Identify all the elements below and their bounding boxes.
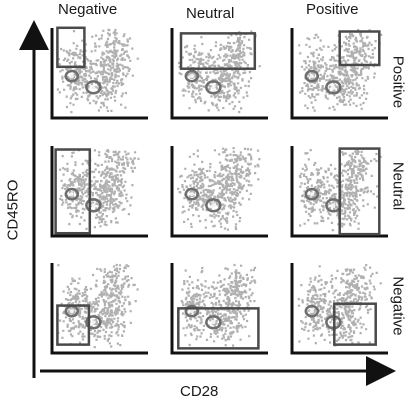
- row-label-negative: Negative: [389, 276, 407, 336]
- density-center: [91, 320, 96, 325]
- panel-axes: [50, 28, 148, 120]
- density-core: [85, 198, 102, 213]
- density-center: [211, 85, 216, 90]
- event-dots: [177, 147, 261, 231]
- density-center: [69, 309, 74, 314]
- density-center: [211, 203, 216, 208]
- event-dots: [297, 264, 382, 347]
- panel-r0-c1: [170, 28, 268, 120]
- column-header-negative: Negative: [58, 1, 118, 18]
- panel-axes: [170, 146, 268, 238]
- panel-r2-c2: [290, 263, 388, 355]
- panel-r1-c2: [290, 146, 388, 238]
- density-core: [184, 69, 200, 83]
- panel-axes: [50, 263, 148, 355]
- event-dots: [177, 263, 257, 347]
- density-center: [189, 74, 194, 79]
- row-label-neutral: Neutral: [389, 161, 407, 211]
- event-dots: [56, 263, 139, 349]
- density-center: [331, 203, 336, 208]
- gate-rectangle: [56, 304, 91, 346]
- density-core: [205, 80, 222, 95]
- density-core: [85, 315, 102, 330]
- panel-r2-c1: [170, 263, 268, 355]
- panel-axes: [290, 146, 388, 238]
- density-core: [304, 187, 320, 201]
- density-core: [325, 80, 342, 95]
- event-dots: [59, 149, 140, 230]
- gate-rectangle: [54, 148, 92, 235]
- density-center: [69, 74, 74, 79]
- density-core: [304, 69, 320, 83]
- density-center: [331, 85, 336, 90]
- panel-axes: [290, 263, 388, 355]
- density-center: [211, 320, 216, 325]
- density-core: [64, 69, 80, 83]
- density-core: [304, 304, 320, 318]
- panel-r0-c0: [50, 26, 148, 120]
- panel-axes: [170, 263, 268, 355]
- gate-rectangle: [56, 26, 86, 69]
- density-core: [184, 304, 200, 318]
- event-dots: [177, 30, 261, 114]
- panel-axes: [170, 28, 268, 120]
- y-axis-label: CD45RO: [4, 179, 22, 241]
- density-center: [189, 309, 194, 314]
- x-axis-label: CD28: [180, 383, 219, 400]
- density-center: [309, 74, 314, 79]
- density-center: [91, 203, 96, 208]
- panel-axes: [290, 28, 388, 120]
- density-core: [85, 80, 102, 95]
- column-header-neutral: Neutral: [186, 5, 235, 22]
- event-dots: [298, 28, 383, 112]
- column-header-positive: Positive: [306, 1, 359, 18]
- density-center: [189, 192, 194, 197]
- gate-rectangle: [338, 30, 381, 67]
- panel-r1-c0: [50, 146, 148, 238]
- density-center: [309, 309, 314, 314]
- density-center: [69, 192, 74, 197]
- panel-axes: [50, 146, 148, 238]
- event-dots: [56, 28, 139, 114]
- panel-r0-c2: [290, 28, 388, 120]
- density-core: [64, 187, 80, 201]
- row-label-positive: Positive: [389, 55, 407, 109]
- density-core: [205, 198, 222, 213]
- density-core: [184, 187, 200, 201]
- panel-r2-c0: [50, 263, 148, 355]
- gate-rectangle: [338, 147, 381, 236]
- density-core: [205, 315, 222, 330]
- gate-rectangle: [179, 32, 257, 70]
- density-center: [309, 192, 314, 197]
- gate-rectangle: [177, 307, 260, 350]
- density-center: [91, 85, 96, 90]
- gate-rectangle: [333, 302, 377, 346]
- panel-r1-c1: [170, 146, 268, 238]
